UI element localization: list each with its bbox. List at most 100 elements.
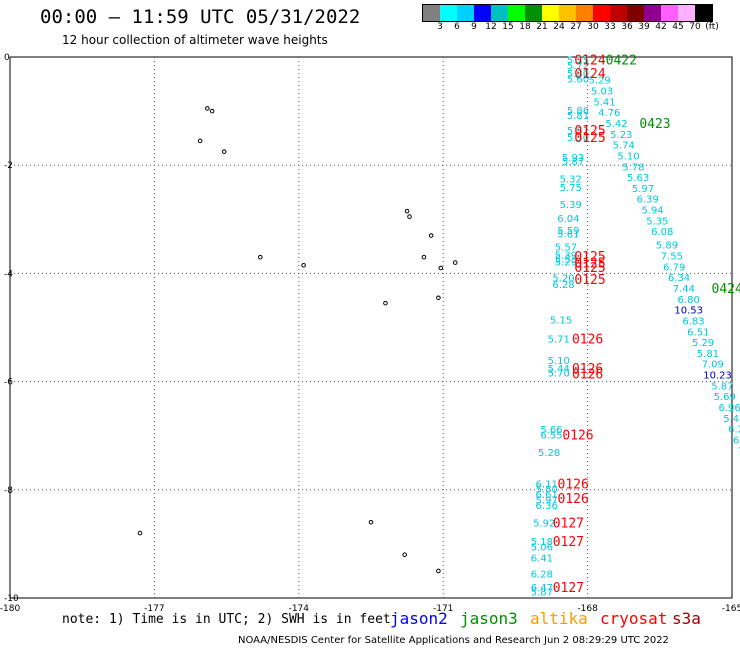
wave-height-value: 6.88: [733, 435, 740, 446]
x-tick-label: -168: [577, 604, 598, 614]
wave-height-value: 5.42: [605, 119, 627, 130]
wave-height-value: 5.86: [567, 106, 589, 117]
island-outline: [257, 254, 263, 260]
pass-time-label: 0125: [574, 131, 605, 146]
scale-swatch: [508, 5, 525, 21]
island-outline: [428, 233, 434, 238]
x-tick-label: -174: [289, 604, 310, 614]
wave-height-value: 5.44: [723, 414, 740, 425]
scale-swatch: [644, 5, 661, 21]
wave-height-value: 6.96: [718, 403, 740, 414]
island-outline: [383, 300, 388, 306]
wave-height-value: 5.69: [714, 392, 736, 403]
island-outline: [421, 254, 427, 260]
wave-height-value: 5.03: [591, 87, 613, 98]
island-outline: [452, 260, 458, 265]
scale-tick-label: 33: [604, 22, 616, 32]
wave-height-value: 5.41: [593, 97, 615, 108]
scale-tick-label: 45: [672, 22, 684, 32]
scale-tick-label: 3: [437, 22, 443, 32]
scale-tick-label: 39: [638, 22, 650, 32]
legend-jason2: jason2: [390, 609, 448, 628]
pass-time-label: 0127: [553, 581, 584, 596]
island-outline: [404, 208, 410, 214]
wave-height-value: 5.74: [613, 141, 635, 152]
scale-tick-label: 21: [536, 22, 548, 32]
wave-height-value: 6.04: [557, 214, 579, 225]
scale-swatch: [576, 5, 593, 21]
scale-swatch: [627, 5, 644, 21]
wave-height-value: 5.32: [560, 175, 582, 186]
pass-time-label: 0125: [574, 124, 605, 139]
wave-height-value: 7.55: [661, 252, 683, 263]
wave-height-value: 5.39: [555, 250, 577, 261]
wave-height-value: 6.11: [536, 479, 558, 490]
scale-tick-label: 18: [519, 22, 531, 32]
wave-height-value: 5.66: [540, 425, 562, 436]
scale-swatch: [525, 5, 542, 21]
pass-time-label: 0127: [553, 535, 584, 550]
wave-height-value: 6.41: [531, 553, 553, 564]
wave-height-value: 5.94: [641, 206, 663, 217]
island-outline: [368, 519, 374, 525]
island-outline: [209, 108, 215, 114]
wave-height-value: 5.59: [557, 226, 579, 237]
wave-height-value: 6.55: [540, 431, 562, 442]
island-outline: [197, 138, 203, 144]
scale-swatch: [423, 5, 440, 21]
wave-height-value: 5.23: [610, 130, 632, 141]
wave-height-value: 6.08: [651, 227, 673, 238]
footer-credit: NOAA/NESDIS Center for Satellite Applica…: [238, 635, 669, 646]
island-outline: [221, 149, 227, 154]
wave-height-value: 5.61: [557, 229, 579, 240]
island-outline: [301, 262, 306, 268]
wave-height-value: 5.39: [560, 200, 582, 211]
pass-time-label: 0126: [558, 492, 589, 507]
wave-height-value: 6.28: [531, 570, 553, 581]
wave-height-value: 5.75: [560, 183, 582, 194]
scale-tick-label: 15: [502, 22, 514, 32]
scale-tick-label: 24: [553, 22, 565, 32]
wave-height-color-scale: [422, 4, 713, 22]
wave-height-value: 5.71: [548, 334, 570, 345]
x-tick-label: -180: [0, 604, 20, 614]
wave-height-value: 5.87: [531, 588, 553, 599]
wave-height-value: 5.29: [589, 76, 611, 87]
wave-height-value: 7.44: [673, 284, 695, 295]
wave-height-value: 5.78: [622, 162, 644, 173]
wave-height-value: 5.60: [567, 75, 589, 86]
wave-height-value: 5.70: [548, 368, 570, 379]
pass-time-label: 0125: [574, 250, 605, 265]
y-tick-label: 0: [4, 53, 10, 63]
scale-swatch: [491, 5, 508, 21]
wave-height-value: 6.61: [536, 490, 558, 501]
wave-height-value: 5.63: [627, 173, 649, 184]
page-title: 00:00 – 11:59 UTC 05/31/2022: [40, 6, 361, 28]
pass-time-label: 0126: [558, 477, 589, 492]
footer-note: note: 1) Time is in UTC; 2) SWH is in fe…: [62, 612, 391, 627]
wave-height-value: 5.29: [692, 338, 714, 349]
wave-height-value: 5.97: [632, 184, 654, 195]
legend-s3a: s3a: [672, 609, 701, 628]
wave-height-value: 5.87: [711, 381, 733, 392]
wave-height-value: 7.60: [738, 446, 740, 457]
y-tick-label: -4: [4, 269, 13, 279]
wave-height-value: 6.39: [637, 195, 659, 206]
wave-height-value: 4.76: [598, 108, 620, 119]
scale-swatch: [610, 5, 627, 21]
wave-height-value: 6.34: [668, 273, 690, 284]
scale-swatch: [661, 5, 678, 21]
wave-height-value: 5.81: [697, 349, 719, 360]
pass-time-label: 0126: [572, 332, 603, 347]
pass-time-label: 0423: [639, 117, 670, 132]
page-subtitle: 12 hour collection of altimeter wave hei…: [62, 33, 328, 47]
scale-tick-label: (ft): [705, 22, 719, 32]
pass-time-label: 0124: [574, 54, 605, 69]
scale-swatch: [474, 5, 491, 21]
wave-height-value: 6.47: [531, 583, 553, 594]
y-tick-label: -8: [4, 486, 13, 496]
wave-height-value: 5.93: [562, 153, 584, 164]
pass-time-label: 0424: [712, 282, 740, 297]
